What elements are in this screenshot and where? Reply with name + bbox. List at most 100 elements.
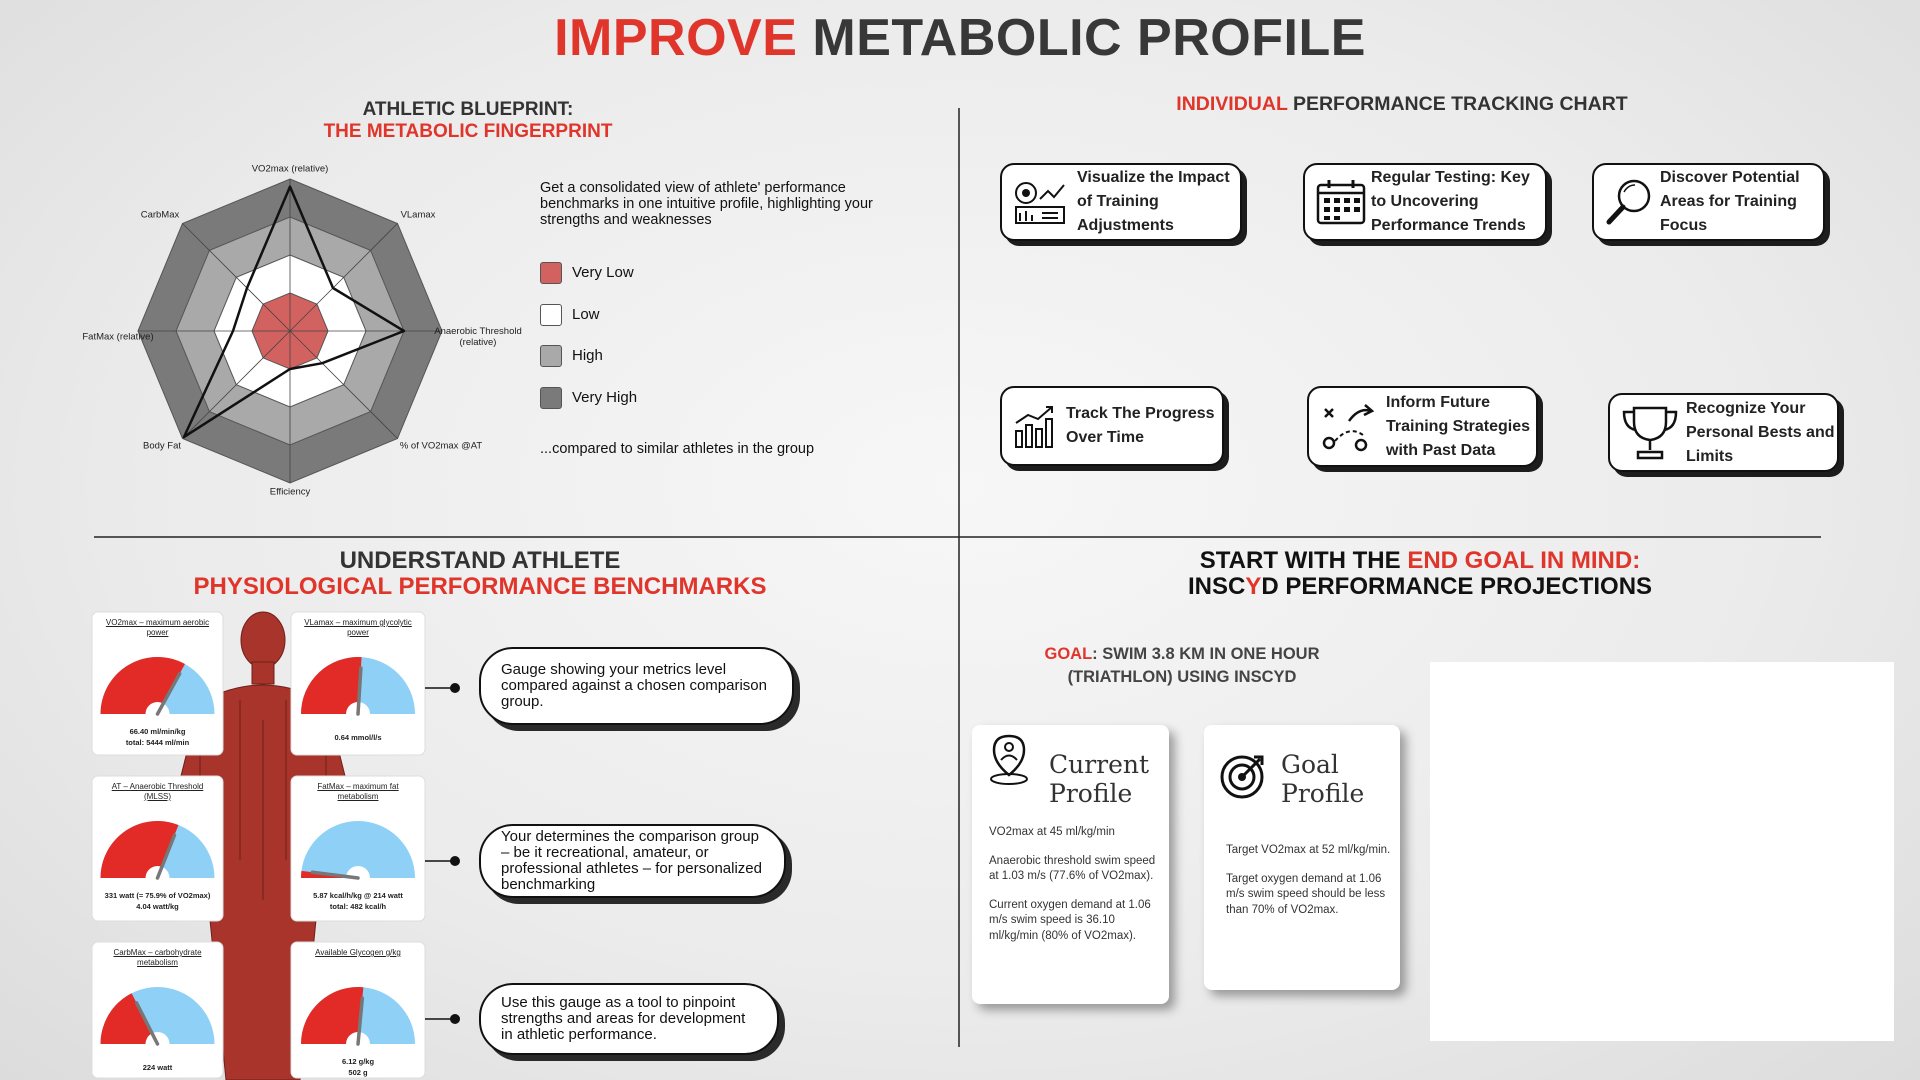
radar-spoke [289, 223, 398, 332]
radar-axis-label: Anaerobic Threshold (relative) [434, 326, 522, 348]
chart-panel [1430, 662, 1894, 1041]
profile-card: Current Profile VO2max at 45 ml/kg/min An… [972, 725, 1169, 1004]
radar-axis-label: Body Fat [142, 440, 182, 452]
heading-highlight: INDIVIDUAL [1176, 93, 1288, 115]
heading-part: D PERFORMANCE PROJECTIONS [1261, 573, 1653, 600]
title-highlight: IMPROVE [554, 9, 798, 67]
icon [1316, 180, 1366, 225]
gauge-value: 224 watt [142, 1063, 173, 1072]
heading-line: ATHLETIC BLUEPRINT: [362, 99, 574, 120]
gauge-value: 66.40 ml/min/kg [129, 727, 186, 736]
icon [990, 734, 1028, 785]
blueprint-footnote: ...compared to similar athletes in the g… [540, 441, 815, 457]
legend-swatch [540, 262, 562, 284]
icon [1606, 179, 1651, 225]
goal-label: GOAL [1044, 645, 1093, 663]
profile-title: Current Profile [1049, 750, 1150, 808]
legend-label: Very High [572, 388, 638, 406]
gauge-value: 331 watt (= 75.9% of VO2max) [104, 891, 211, 900]
radar-spoke [182, 223, 291, 332]
profile-title: Goal Profile [1281, 750, 1365, 808]
profile-body: VO2max at 45 ml/kg/min Anaerobic threshol… [989, 825, 1157, 957]
radar-axis-label: Efficiency [269, 486, 311, 498]
heading-rest: PERFORMANCE TRACKING CHART [1292, 93, 1628, 115]
card-text: Discover Potential Areas for Training Fo… [1660, 169, 1800, 234]
gauge-title: Available Glycogen g/kg [315, 948, 401, 957]
profile-paragraph: Target VO2max at 52 ml/kg/min. [1226, 844, 1391, 856]
profile-paragraph: Current oxygen demand at 1.06 m/s swim s… [989, 898, 1151, 942]
gauge-value: 6.12 g/kg [341, 1057, 375, 1066]
feature-card: Visualize the Impact of Training Adjustm… [1000, 163, 1242, 241]
gauge-fill [301, 657, 362, 714]
radar-spoke [182, 330, 291, 439]
feature-card: Inform Future Training Strategies with P… [1307, 386, 1538, 467]
heading-highlight: END GOAL IN MIND: [1407, 547, 1641, 574]
gauge-title: AT – Anaerobic Threshold (MLSS) [111, 782, 204, 801]
gauge-needle [134, 1001, 160, 1046]
connector-dot [450, 1014, 460, 1024]
callout: Your determines the comparison group – b… [479, 824, 786, 898]
gauge-track [301, 821, 415, 878]
feature-card: Discover Potential Areas for Training Fo… [1592, 163, 1825, 241]
heading-line: START WITH THE END GOAL IN MIND: [1040, 548, 1800, 574]
gauge-title: VO2max – maximum aerobic power [105, 618, 210, 637]
icon [1622, 406, 1678, 459]
radar-axis-label: % of VO2max @AT [399, 440, 483, 452]
goal-text: : SWIM 3.8 KM IN ONE HOUR (TRIATHLON) US… [1067, 645, 1320, 686]
profile-body: Target VO2max at 52 ml/kg/min. Target oxy… [1226, 843, 1392, 931]
page-title: IMPROVE METABOLIC PROFILE [0, 8, 1920, 68]
benchmarks-heading: UNDERSTAND ATHLETE PHYSIOLOGICAL PERFORM… [140, 548, 820, 600]
profile-paragraph: VO2max at 45 ml/kg/min [989, 826, 1115, 838]
goal-statement: GOAL: SWIM 3.8 KM IN ONE HOUR (TRIATHLON… [1030, 643, 1334, 689]
legend-label: Very Low [572, 264, 634, 281]
radar-axis-label: VO2max (relative) [251, 163, 329, 175]
gauge-title: VLamax – maximum glycolytic power [304, 618, 412, 637]
heading-line: THE METABOLIC FINGERPRINT [323, 121, 613, 142]
heading-highlight: Y [1245, 573, 1262, 600]
icon [1322, 403, 1375, 451]
heading-line: UNDERSTAND ATHLETE [339, 547, 621, 574]
gauge-value: 5.87 kcal/h/kg @ 214 watt [313, 891, 403, 900]
feature-card: Track The Progress Over Time [1000, 386, 1224, 466]
gauge-value: total: 5444 ml/min [125, 738, 190, 747]
gauge-fill [100, 993, 153, 1044]
tracking-heading: INDIVIDUAL PERFORMANCE TRACKING CHART [1000, 93, 1804, 116]
gauge-needle [310, 870, 360, 880]
gauge-value: 0.64 mmol/l/s [334, 733, 382, 742]
radar-axis-label: VLamax [400, 209, 436, 221]
profile-card: Goal Profile Target VO2max at 52 ml/kg/m… [1204, 725, 1400, 990]
gauge-value: 502 g [348, 1068, 368, 1077]
icon [1015, 406, 1053, 448]
card-text: Inform Future Training Strategies with P… [1386, 393, 1531, 459]
radar-axis-label: FatMax (relative) [82, 331, 154, 343]
gauge-value: total: 482 kcal/h [329, 902, 387, 911]
icon [1015, 182, 1065, 224]
gauge-needle [155, 671, 182, 716]
heading-line: INSCYD PERFORMANCE PROJECTIONS [1040, 574, 1800, 600]
connector-dot [450, 856, 460, 866]
projections-heading: START WITH THE END GOAL IN MIND: INSCYD … [1040, 548, 1800, 600]
gauge-value: 4.04 watt/kg [136, 902, 179, 911]
callout: Use this gauge as a tool to pinpoint str… [479, 983, 779, 1055]
legend-label: High [572, 347, 603, 364]
blueprint-description: Get a consolidated view of athlete' perf… [540, 180, 873, 228]
legend-swatch [540, 386, 562, 409]
heading-part: START WITH THE [1199, 547, 1401, 574]
legend-label: Low [572, 305, 600, 323]
legend-swatch [540, 345, 562, 367]
gauge-needle [155, 833, 177, 880]
feature-card: Regular Testing: Key to Uncovering Perfo… [1303, 163, 1547, 241]
athlete-profile [182, 185, 406, 439]
gauge-fill [100, 821, 179, 878]
gauge-fill [301, 987, 364, 1044]
icon [1220, 755, 1264, 799]
title-rest: METABOLIC PROFILE [812, 9, 1366, 67]
profile-paragraph: Target oxygen demand at 1.06 m/s swim sp… [1226, 872, 1386, 916]
connector-dot [450, 683, 460, 693]
gauge-title: FatMax – maximum fat metabolism [317, 782, 399, 801]
heading-line: PHYSIOLOGICAL PERFORMANCE BENCHMARKS [193, 573, 767, 600]
gauge-title: CarbMax – carbohydrate metabolism [113, 948, 202, 967]
blueprint-heading: ATHLETIC BLUEPRINT: THE METABOLIC FINGER… [268, 99, 668, 143]
gauge-needle [356, 996, 365, 1046]
